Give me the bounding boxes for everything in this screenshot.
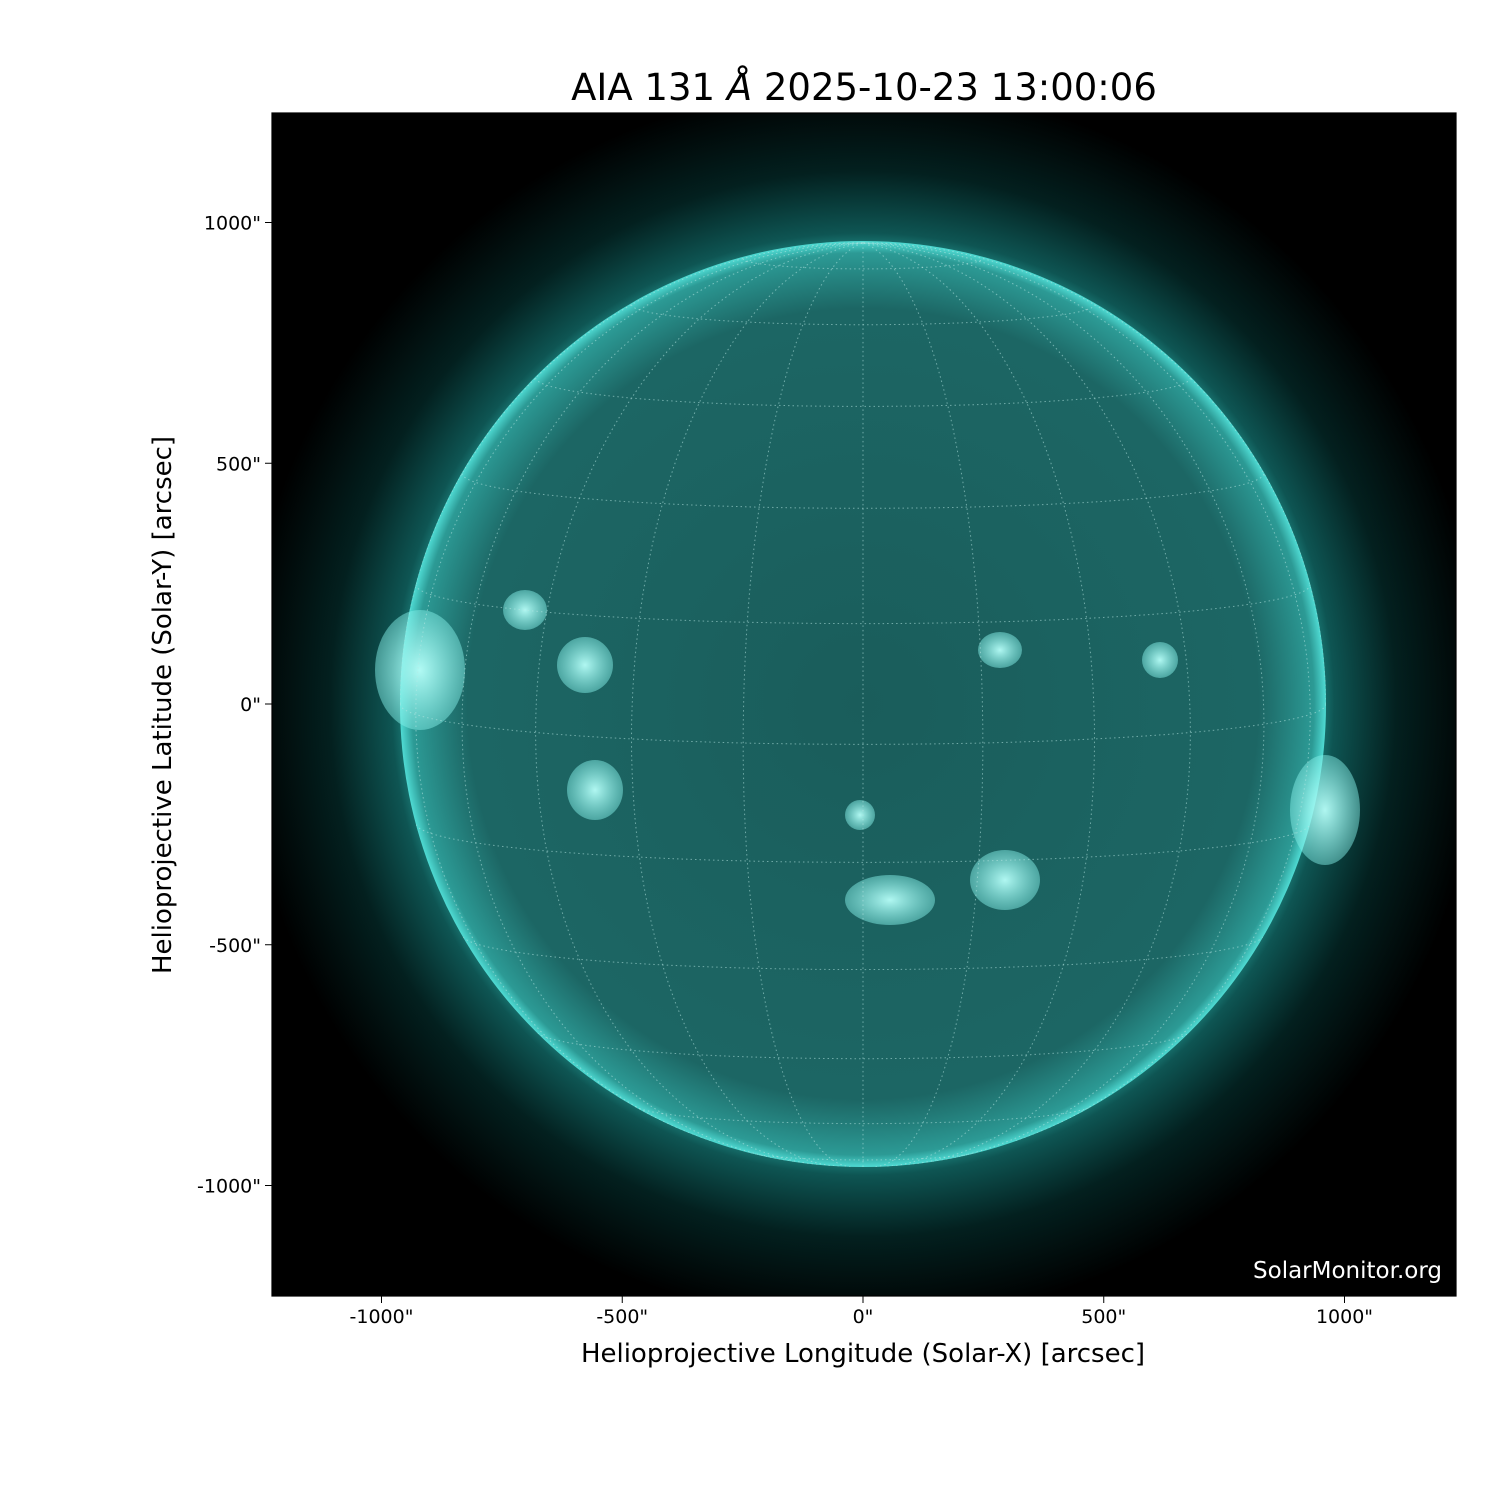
x-tick-label: -500" <box>596 1306 648 1328</box>
y-tick-label: 500" <box>216 453 261 475</box>
parallel-line <box>631 304 1095 326</box>
active-region <box>557 637 613 693</box>
solar-disk <box>400 241 1326 1167</box>
active-region <box>567 760 623 820</box>
parallel-line <box>400 703 1326 745</box>
heliographic-grid <box>400 242 1326 1167</box>
active-region <box>845 875 935 925</box>
meridian-line <box>862 242 1311 1142</box>
parallel-line <box>461 473 1265 509</box>
active-region <box>1290 755 1360 865</box>
active-region <box>970 850 1040 910</box>
x-tick-label: -1000" <box>350 1306 414 1328</box>
parallel-line <box>537 1032 1189 1060</box>
y-tick-label: -1000" <box>197 1176 261 1198</box>
parallel-line <box>415 824 1311 863</box>
meridian-line <box>630 242 864 1167</box>
x-tick-label: 0" <box>853 1306 874 1328</box>
y-tick-label: 1000" <box>204 213 261 235</box>
x-axis: -1000" -500" 0" 500" 1000" <box>350 1296 1373 1328</box>
y-tick-label: 0" <box>240 694 261 716</box>
active-region <box>503 590 547 630</box>
y-tick-label: -500" <box>209 935 261 957</box>
title-unit: Å <box>726 66 753 109</box>
title-timestamp: 2025-10-23 13:00:06 <box>763 66 1157 109</box>
active-region <box>845 800 875 830</box>
y-axis: 1000" 500" 0" -500" -1000" <box>197 213 272 1198</box>
x-tick-label: 1000" <box>1316 1306 1373 1328</box>
active-region <box>375 610 465 730</box>
credit-watermark: SolarMonitor.org <box>1253 1258 1442 1284</box>
chart-title: AIA 131 Å 2025-10-23 13:00:06 <box>0 66 1500 109</box>
x-axis-label: Helioprojective Longitude (Solar-X) [arc… <box>581 1339 1145 1369</box>
active-region <box>978 632 1022 668</box>
parallel-line <box>750 1152 976 1161</box>
meridian-line <box>415 242 864 1142</box>
y-axis-label: Helioprojective Latitude (Solar-Y) [arcs… <box>148 436 178 974</box>
parallel-line <box>634 1106 1092 1125</box>
meridian-line <box>862 242 1191 1166</box>
meridian-line <box>535 242 864 1166</box>
x-tick-label: 500" <box>1081 1306 1126 1328</box>
meridian-line <box>862 242 1096 1167</box>
title-prefix: AIA 131 <box>571 66 716 109</box>
bright-regions <box>375 590 1360 925</box>
parallel-line <box>742 258 984 270</box>
active-region <box>1142 642 1178 678</box>
